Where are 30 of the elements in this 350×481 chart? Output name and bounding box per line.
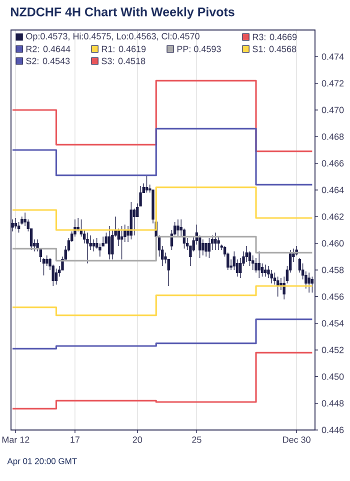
y-tick-label: 0.454 bbox=[322, 320, 344, 327]
legend-label: Op:0.4573, Hi:0.4575, Lo:0.4563, Cl:0.4570 bbox=[26, 32, 200, 42]
y-tick-label: 0.472 bbox=[322, 80, 344, 87]
y-tick-label: 0.458 bbox=[322, 266, 344, 274]
y-tick-label: 0.446 bbox=[322, 426, 344, 434]
y-tick-label: 0.448 bbox=[322, 400, 344, 407]
y-tick-label: 0.452 bbox=[322, 346, 344, 354]
legend-label: S3: 0.4518 bbox=[102, 58, 146, 64]
text: Apr 01 20:00 GMT bbox=[7, 458, 77, 466]
legend-label: R3: 0.4669 bbox=[252, 34, 297, 40]
chart-title: NZDCHF 4H Chart With Weekly Pivots bbox=[11, 7, 234, 19]
y-tick-label: 0.464 bbox=[322, 186, 344, 194]
y-tick-label: 0.456 bbox=[322, 293, 344, 300]
y-tick-label: 0.462 bbox=[322, 213, 344, 220]
x-tick-label: Mar 12 bbox=[2, 436, 30, 443]
x-tick-label: 25 bbox=[192, 436, 202, 443]
x-tick-label: 17 bbox=[70, 436, 80, 443]
y-tick-label: 0.466 bbox=[322, 160, 344, 167]
legend-label: S1: 0.4568 bbox=[252, 46, 296, 52]
x-tick-label: 20 bbox=[132, 436, 142, 443]
y-tick-label: 0.450 bbox=[322, 373, 344, 380]
legend-label: R1: 0.4619 bbox=[102, 46, 146, 52]
y-tick-label: 0.460 bbox=[322, 240, 344, 247]
y-tick-label: 0.474 bbox=[322, 53, 344, 60]
legend-label: PP: 0.4593 bbox=[177, 46, 221, 52]
legend-label: R2: 0.4644 bbox=[26, 46, 70, 52]
y-tick-label: 0.470 bbox=[322, 106, 344, 114]
legend-label: S2: 0.4543 bbox=[26, 58, 70, 64]
y-tick-label: 0.468 bbox=[322, 133, 344, 140]
x-tick-label: Dec 30 bbox=[283, 436, 310, 443]
